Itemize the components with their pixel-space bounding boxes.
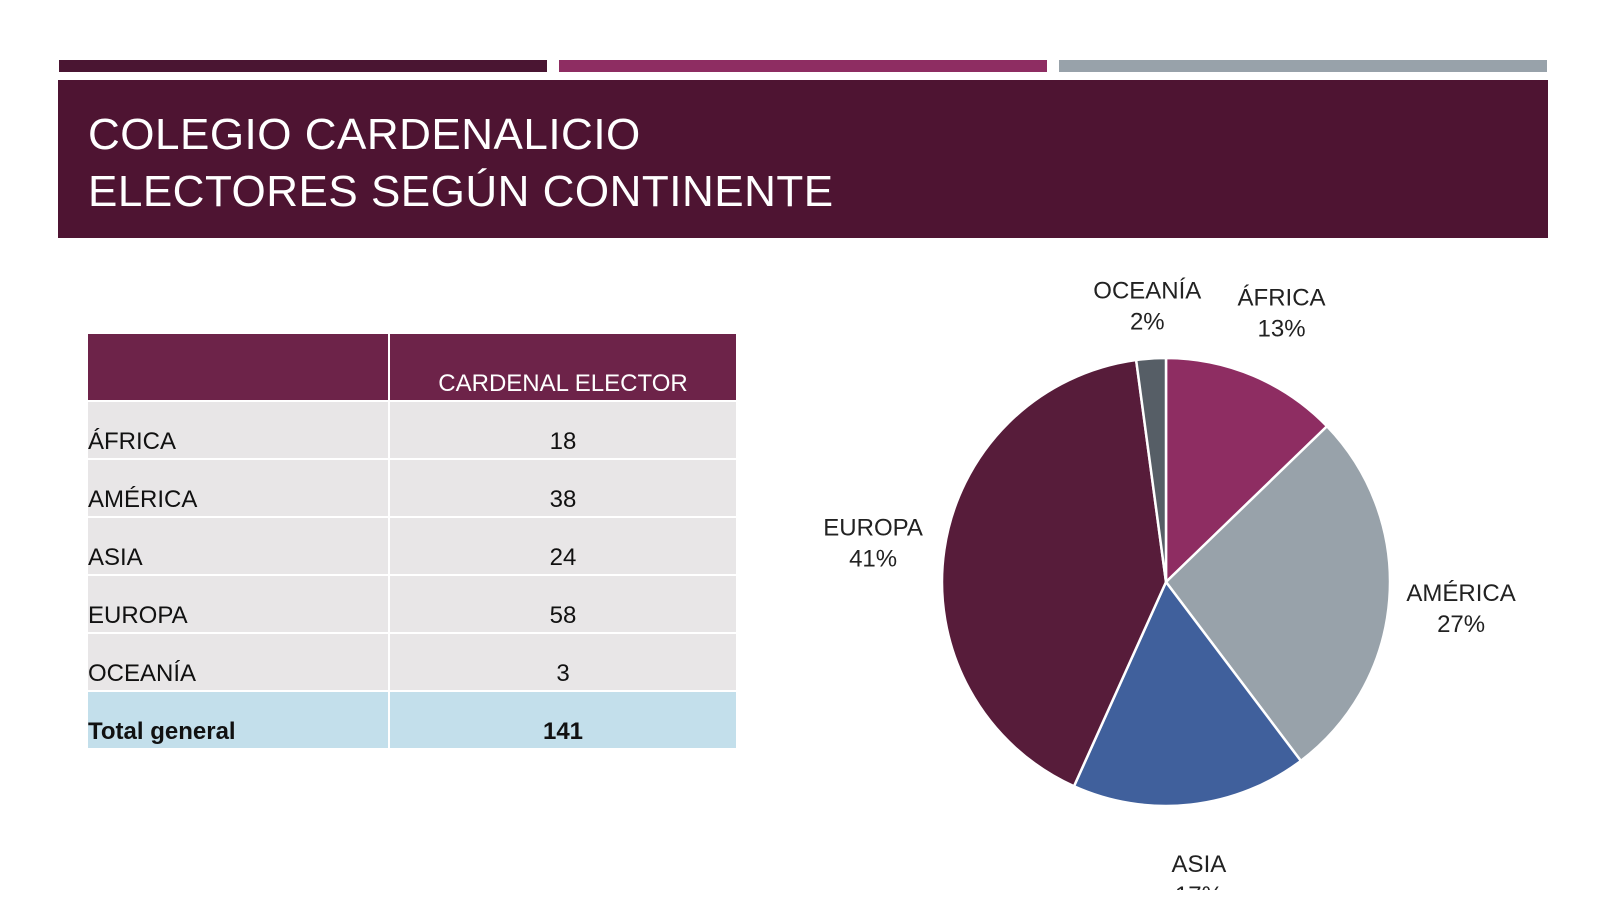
electors-table: CARDENAL ELECTOR ÁFRICA 18 AMÉRICA 38 AS… xyxy=(88,334,736,748)
row-label: ÁFRICA xyxy=(88,402,390,458)
table-header-row: CARDENAL ELECTOR xyxy=(88,334,736,402)
accent-bar-3 xyxy=(1059,60,1547,72)
total-value: 141 xyxy=(542,718,584,745)
row-value: 58 xyxy=(549,602,577,629)
pie-slice-asia xyxy=(1072,579,1303,808)
pie-slice-africa xyxy=(1164,356,1329,585)
row-label: OCEANÍA xyxy=(88,634,390,690)
row-value: 24 xyxy=(549,544,577,571)
total-label: Total general xyxy=(88,692,390,748)
pie-slice-america xyxy=(1164,424,1392,763)
table-header-cell-cardenal-elector: CARDENAL ELECTOR xyxy=(438,370,688,397)
pie-label-percent-oceania: 2% xyxy=(1130,309,1165,336)
table-row: OCEANÍA 3 xyxy=(88,634,736,692)
row-label: EUROPA xyxy=(88,576,390,632)
accent-bar-2 xyxy=(559,60,1047,72)
slide-title-line-2: ELECTORES SEGÚN CONTINENTE xyxy=(88,167,834,216)
row-value: 3 xyxy=(556,660,570,687)
pie-label-percent-america: 27% xyxy=(1437,611,1485,638)
pie-label-category-africa: ÁFRICA xyxy=(1238,284,1326,311)
table-row: AMÉRICA 38 xyxy=(88,460,736,518)
continent-pie-chart: ÁFRICA 13% AMÉRICA 27% ASIA 17% EUROPA 41% OCEAN… xyxy=(823,278,1515,890)
table-header-cell-empty xyxy=(88,334,390,400)
pie-label-category-america: AMÉRICA xyxy=(1406,580,1515,607)
row-value: 38 xyxy=(549,486,577,513)
pie-label-percent-europa: 41% xyxy=(849,545,897,572)
table-row: ÁFRICA 18 xyxy=(88,402,736,460)
title-band xyxy=(58,80,1548,238)
pie-label-category-asia: ASIA xyxy=(1172,851,1227,878)
table-row: EUROPA 58 xyxy=(88,576,736,634)
table-row: ASIA 24 xyxy=(88,518,736,576)
pie-label-category-oceania: OCEANÍA xyxy=(1093,278,1201,305)
row-label: ASIA xyxy=(88,518,390,574)
table-total-row: Total general 141 xyxy=(88,692,736,748)
pie-slice-europa xyxy=(940,358,1168,788)
pie-label-percent-asia: 17% xyxy=(1175,882,1223,890)
pie-slice-oceania xyxy=(1134,356,1168,583)
pie-label-percent-africa: 13% xyxy=(1258,315,1306,342)
pie-label-category-europa: EUROPA xyxy=(823,514,923,541)
slide-title-line-1: COLEGIO CARDENALICIO xyxy=(88,110,641,159)
row-label: AMÉRICA xyxy=(88,460,390,516)
accent-bar-1 xyxy=(59,60,547,72)
row-value: 18 xyxy=(549,428,577,455)
